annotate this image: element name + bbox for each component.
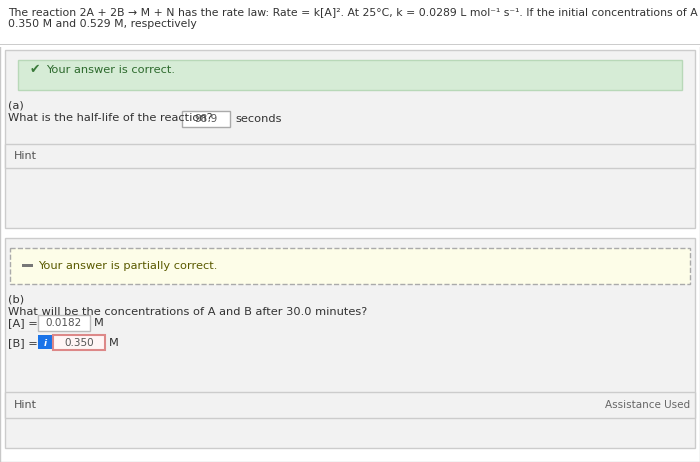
Bar [38,335,52,349]
Text: 0.350 M and 0.529 M, respectively: 0.350 M and 0.529 M, respectively [8,19,197,29]
Bar [5,50,695,228]
Bar [182,111,230,127]
Bar [0,44,700,45]
Bar [53,335,105,350]
Text: Your answer is partially correct.: Your answer is partially correct. [38,261,218,271]
Text: 0.0182: 0.0182 [46,318,82,328]
Bar [5,392,695,418]
Text: Hint: Hint [14,400,37,410]
Text: (a): (a) [8,100,24,110]
Bar [5,238,695,448]
Text: The reaction 2A + 2B → M + N has the rate law: Rate = k[A]². At 25°C, k = 0.0289: The reaction 2A + 2B → M + N has the rat… [8,7,700,17]
Bar [5,144,695,168]
Text: What will be the concentrations of A and B after 30.0 minutes?: What will be the concentrations of A and… [8,307,368,317]
Text: M: M [109,338,119,348]
Text: [B] =: [B] = [8,338,38,348]
Bar [22,264,33,267]
Text: What is the half-life of the reaction?: What is the half-life of the reaction? [8,113,213,123]
Text: Your answer is correct.: Your answer is correct. [46,65,175,75]
Bar [10,248,690,284]
Text: seconds: seconds [235,114,281,124]
Text: Assistance Used: Assistance Used [605,400,690,410]
Bar [0,0,700,47]
Text: 98.9: 98.9 [195,114,218,124]
Bar [18,60,682,90]
Text: 0.350: 0.350 [64,338,94,348]
Text: [A] =: [A] = [8,318,38,328]
Text: i: i [43,339,47,347]
Text: ✔: ✔ [30,63,41,76]
Text: M: M [94,318,104,328]
Text: Hint: Hint [14,151,37,161]
Bar [38,315,90,331]
Text: (b): (b) [8,294,24,304]
